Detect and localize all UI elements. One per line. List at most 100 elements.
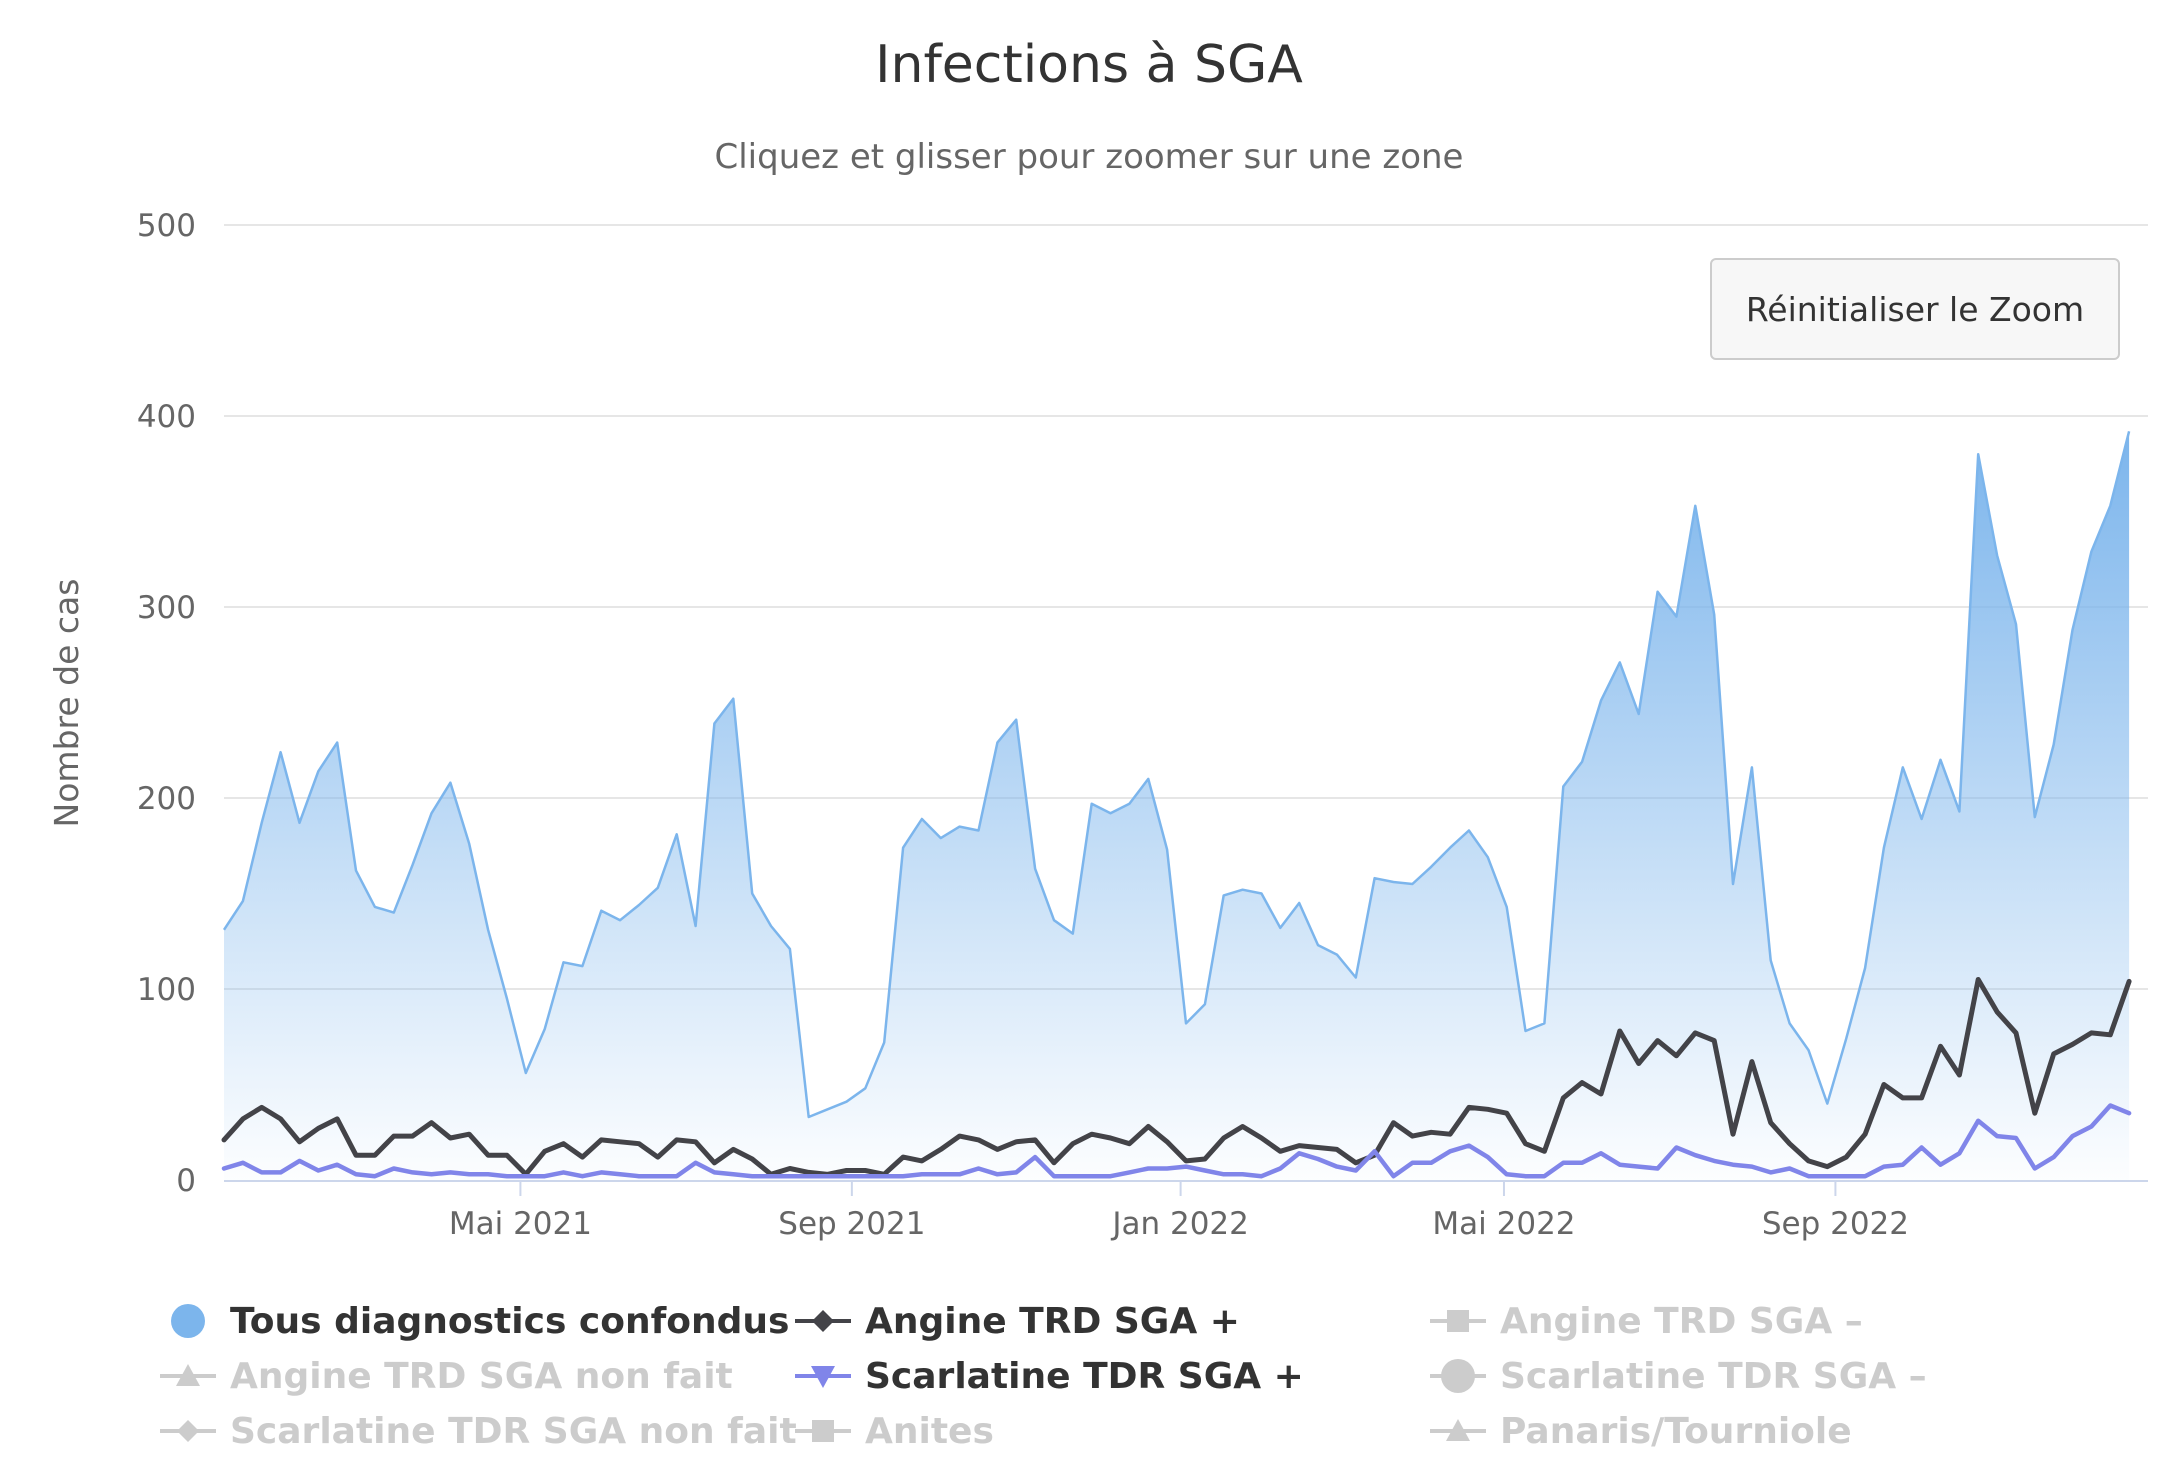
data-point[interactable] [274, 745, 288, 759]
data-point[interactable] [1141, 772, 1155, 786]
data-point[interactable] [1141, 1162, 1155, 1176]
data-point[interactable] [443, 1165, 457, 1179]
data-point[interactable] [1028, 1133, 1042, 1147]
data-point[interactable] [274, 1112, 288, 1126]
series-scarlatine-tdr-sga-plus[interactable] [217, 1099, 2136, 1184]
data-point[interactable] [1066, 1137, 1080, 1151]
data-point[interactable] [1500, 1167, 1514, 1181]
data-point[interactable] [1009, 1135, 1023, 1149]
series-tous-diagnostics[interactable] [217, 424, 2136, 1180]
data-point[interactable] [1462, 824, 1476, 838]
data-point[interactable] [613, 1135, 627, 1149]
data-point[interactable] [632, 898, 646, 912]
data-point[interactable] [953, 820, 967, 834]
data-point[interactable] [1745, 760, 1759, 774]
data-point[interactable] [915, 1154, 929, 1168]
data-point[interactable] [1217, 1167, 1231, 1181]
data-point[interactable] [594, 904, 608, 918]
data-point[interactable] [1858, 961, 1872, 975]
data-point[interactable] [1726, 1127, 1740, 1141]
data-point[interactable] [726, 692, 740, 706]
data-point[interactable] [500, 992, 514, 1006]
data-point[interactable] [1556, 780, 1570, 794]
data-point[interactable] [1802, 1154, 1816, 1168]
data-point[interactable] [1688, 1148, 1702, 1162]
data-point[interactable] [1292, 896, 1306, 910]
data-point[interactable] [745, 1152, 759, 1166]
data-point[interactable] [1122, 797, 1136, 811]
legend-item-4[interactable]: Angine TRD SGA non fait [160, 1350, 733, 1402]
data-point[interactable] [972, 824, 986, 838]
data-point[interactable] [1066, 927, 1080, 941]
data-point[interactable] [972, 1133, 986, 1147]
data-point[interactable] [1424, 1125, 1438, 1139]
data-point[interactable] [557, 1165, 571, 1179]
data-point[interactable] [1198, 997, 1212, 1011]
data-point[interactable] [1707, 608, 1721, 622]
data-point[interactable] [1500, 1106, 1514, 1120]
data-point[interactable] [745, 887, 759, 901]
data-point[interactable] [1368, 1144, 1382, 1158]
data-point[interactable] [2009, 617, 2023, 631]
data-point[interactable] [594, 1133, 608, 1147]
data-point[interactable] [632, 1137, 646, 1151]
data-point[interactable] [953, 1167, 967, 1181]
data-point[interactable] [1971, 447, 1985, 461]
data-point[interactable] [255, 1165, 269, 1179]
data-point[interactable] [1783, 1162, 1797, 1176]
data-point[interactable] [1613, 1024, 1627, 1038]
data-point[interactable] [896, 841, 910, 855]
data-point[interactable] [1651, 585, 1665, 599]
data-point[interactable] [2103, 499, 2117, 513]
data-point[interactable] [2047, 1150, 2061, 1164]
data-point[interactable] [2066, 1129, 2080, 1143]
data-point[interactable] [368, 1148, 382, 1162]
data-point[interactable] [1669, 610, 1683, 624]
data-point[interactable] [462, 1127, 476, 1141]
data-point[interactable] [1971, 1114, 1985, 1128]
data-point[interactable] [858, 1081, 872, 1095]
data-point[interactable] [236, 894, 250, 908]
legend-item-9[interactable]: Panaris/Tourniole [1430, 1405, 1852, 1457]
data-point[interactable] [330, 1158, 344, 1172]
data-point[interactable] [1537, 1016, 1551, 1030]
data-point[interactable] [255, 1100, 269, 1114]
data-point[interactable] [575, 959, 589, 973]
data-point[interactable] [1613, 655, 1627, 669]
data-point[interactable] [1424, 1156, 1438, 1170]
data-point[interactable] [1726, 877, 1740, 891]
data-point[interactable] [1745, 1055, 1759, 1069]
data-point[interactable] [1273, 921, 1287, 935]
data-point[interactable] [1632, 707, 1646, 721]
data-point[interactable] [990, 736, 1004, 750]
data-point[interactable] [1764, 1165, 1778, 1179]
data-point[interactable] [1726, 1158, 1740, 1172]
data-point[interactable] [821, 1102, 835, 1116]
data-point[interactable] [406, 1129, 420, 1143]
data-point[interactable] [1688, 1026, 1702, 1040]
data-point[interactable] [1915, 1091, 1929, 1105]
data-point[interactable] [274, 1165, 288, 1179]
data-point[interactable] [2047, 1047, 2061, 1061]
data-point[interactable] [802, 1110, 816, 1124]
legend-item-1[interactable]: Tous diagnostics confondus [160, 1295, 789, 1347]
data-point[interactable] [1877, 1160, 1891, 1174]
data-point[interactable] [1236, 1120, 1250, 1134]
data-point[interactable] [1273, 1144, 1287, 1158]
data-point[interactable] [538, 1022, 552, 1036]
data-point[interactable] [840, 1095, 854, 1109]
data-point[interactable] [934, 1142, 948, 1156]
data-point[interactable] [689, 1156, 703, 1170]
data-point[interactable] [1519, 1024, 1533, 1038]
data-point[interactable] [368, 900, 382, 914]
data-point[interactable] [1651, 1034, 1665, 1048]
data-point[interactable] [1047, 913, 1061, 927]
data-point[interactable] [1952, 1146, 1966, 1160]
data-point[interactable] [1236, 883, 1250, 897]
data-point[interactable] [1896, 1091, 1910, 1105]
data-point[interactable] [1575, 1076, 1589, 1090]
data-point[interactable] [670, 1133, 684, 1147]
data-point[interactable] [1160, 1162, 1174, 1176]
data-point[interactable] [1311, 1152, 1325, 1166]
data-point[interactable] [1198, 1164, 1212, 1178]
